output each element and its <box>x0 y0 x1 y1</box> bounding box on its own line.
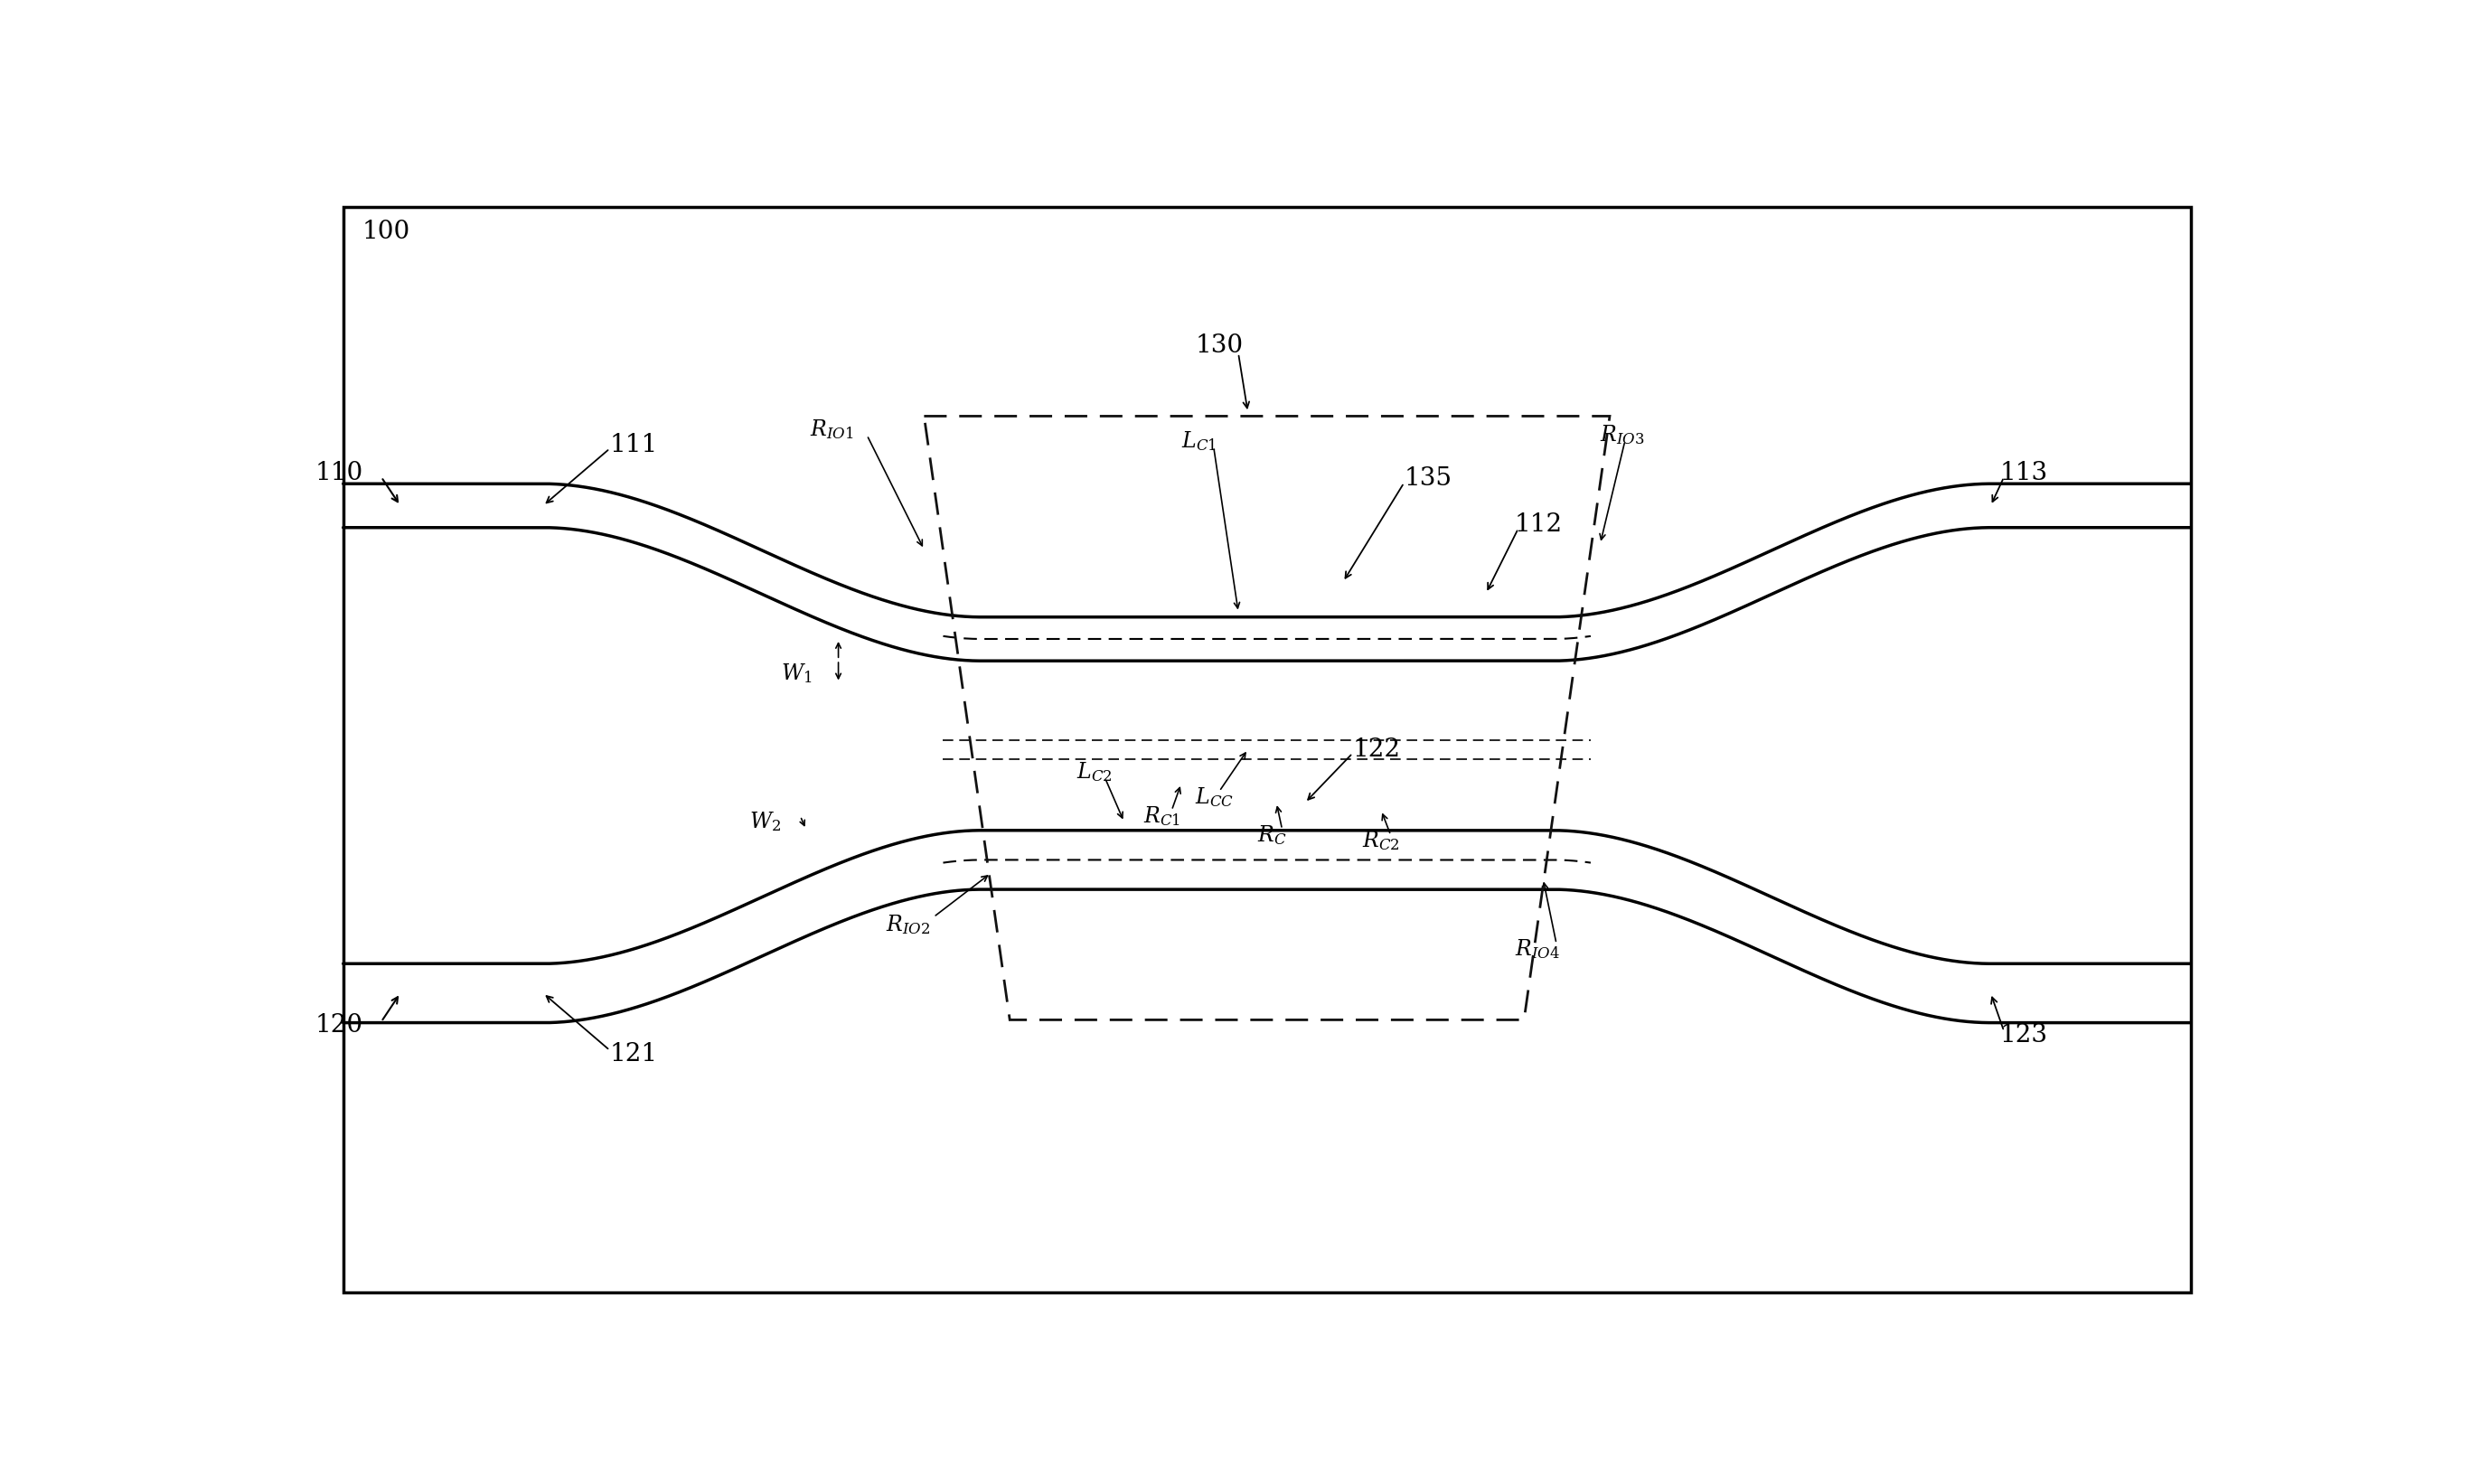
Text: 100: 100 <box>363 220 410 243</box>
Text: $R_{IO1}$: $R_{IO1}$ <box>811 418 853 441</box>
Text: $R_C$: $R_C$ <box>1258 824 1288 847</box>
Text: $R_{C1}$: $R_{C1}$ <box>1142 804 1179 828</box>
Text: $L_{C1}$: $L_{C1}$ <box>1182 429 1216 453</box>
Text: 110: 110 <box>314 462 363 485</box>
Text: $R_{IO2}$: $R_{IO2}$ <box>885 913 929 936</box>
Text: $W_2$: $W_2$ <box>749 810 781 834</box>
Text: 113: 113 <box>2000 462 2049 485</box>
Text: $R_{IO3}$: $R_{IO3}$ <box>1599 423 1644 447</box>
Text: $L_{C2}$: $L_{C2}$ <box>1075 761 1112 784</box>
Text: $R_{C2}$: $R_{C2}$ <box>1362 830 1399 852</box>
Text: 123: 123 <box>2000 1022 2049 1048</box>
Text: 112: 112 <box>1515 512 1562 537</box>
Text: 122: 122 <box>1352 738 1402 761</box>
Text: 120: 120 <box>314 1014 363 1037</box>
Text: 121: 121 <box>611 1042 658 1067</box>
Text: 111: 111 <box>611 432 658 457</box>
Text: $W_1$: $W_1$ <box>781 662 813 686</box>
Text: 130: 130 <box>1196 334 1243 358</box>
Text: 135: 135 <box>1404 467 1451 491</box>
Text: $L_{CC}$: $L_{CC}$ <box>1194 785 1234 809</box>
Text: $R_{IO4}$: $R_{IO4}$ <box>1515 938 1560 962</box>
